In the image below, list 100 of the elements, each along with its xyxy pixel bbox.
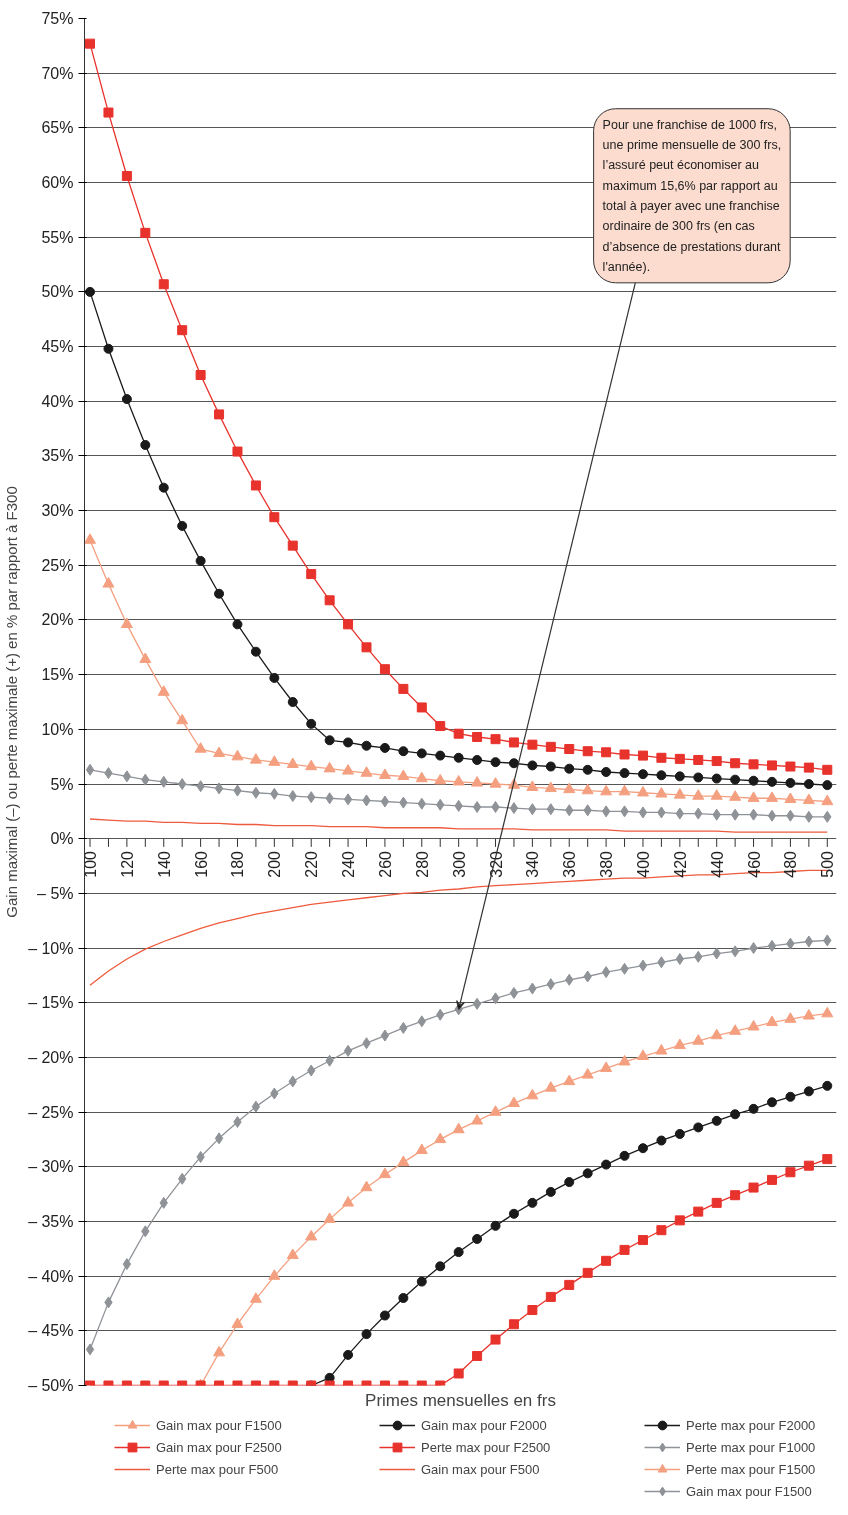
- point: [213, 746, 226, 758]
- point: [306, 569, 317, 580]
- point: [544, 781, 557, 793]
- point: [656, 1135, 667, 1146]
- y-tick-label: 35%: [41, 447, 74, 465]
- y-tick-label: – 10%: [28, 939, 74, 957]
- point: [231, 749, 244, 761]
- point: [674, 771, 685, 782]
- point: [563, 1074, 576, 1086]
- point: [287, 540, 298, 551]
- point: [286, 757, 299, 769]
- point: [380, 1029, 390, 1042]
- point: [803, 1086, 814, 1097]
- point: [489, 1105, 502, 1116]
- point: [636, 1049, 649, 1060]
- point: [730, 774, 741, 785]
- point: [489, 777, 502, 788]
- legend-label: Gain max pour F2500: [156, 1438, 282, 1457]
- point: [821, 1006, 834, 1018]
- point: [416, 748, 427, 759]
- point: [435, 750, 446, 761]
- point: [472, 800, 482, 813]
- point: [472, 754, 483, 765]
- y-tick-label: – 40%: [28, 1267, 74, 1285]
- y-tick-label: 70%: [41, 64, 74, 82]
- point: [286, 1248, 299, 1260]
- point: [785, 1091, 796, 1102]
- point: [416, 702, 427, 713]
- point: [601, 767, 612, 777]
- point: [195, 555, 206, 566]
- point: [784, 792, 797, 804]
- point: [194, 742, 207, 753]
- y-tick-label: 30%: [41, 502, 74, 520]
- y-tick-label: 65%: [41, 119, 74, 137]
- point: [397, 1155, 410, 1167]
- point: [693, 1206, 704, 1217]
- x-tick-label: 320: [487, 850, 505, 878]
- point: [785, 1167, 796, 1178]
- x-tick-label: 180: [229, 850, 247, 878]
- point: [637, 769, 648, 780]
- point: [581, 783, 594, 795]
- point: [343, 619, 354, 630]
- point: [656, 770, 667, 781]
- point: [214, 588, 225, 599]
- point: [766, 776, 777, 787]
- point: [784, 1012, 797, 1023]
- point: [434, 1132, 447, 1144]
- point: [656, 752, 667, 763]
- point: [232, 619, 243, 630]
- x-tick-label: 220: [303, 850, 321, 878]
- point: [249, 1292, 262, 1303]
- point: [637, 1143, 648, 1154]
- point: [158, 482, 169, 493]
- y-tick-label: 50%: [41, 283, 74, 301]
- point: [673, 1038, 686, 1050]
- point: [490, 757, 501, 768]
- point: [804, 810, 814, 823]
- point: [655, 787, 668, 798]
- point: [249, 753, 262, 764]
- point: [545, 1186, 556, 1197]
- y-tick-label: 55%: [41, 228, 74, 246]
- point: [618, 1054, 631, 1066]
- point: [693, 1122, 704, 1133]
- x-tick-label: 200: [266, 850, 284, 878]
- point: [747, 791, 760, 802]
- y-tick-label: 10%: [41, 720, 74, 738]
- point: [619, 1244, 630, 1255]
- point: [822, 764, 833, 775]
- point: [711, 756, 722, 767]
- point: [582, 746, 593, 757]
- x-tick-label: 280: [413, 850, 431, 878]
- point: [379, 664, 390, 675]
- point: [748, 759, 759, 770]
- legend-label: Gain max pour F1500: [156, 1416, 282, 1435]
- point: [821, 794, 834, 806]
- point: [471, 776, 484, 787]
- point: [765, 791, 778, 802]
- point: [415, 1143, 428, 1155]
- point: [250, 480, 261, 491]
- point: [324, 595, 335, 606]
- point: [342, 1196, 355, 1207]
- point: [453, 1247, 464, 1258]
- point: [730, 1109, 741, 1120]
- point: [748, 775, 759, 786]
- point: [822, 1154, 833, 1165]
- point: [619, 1150, 630, 1161]
- legend-label: Perte max pour F2000: [686, 1416, 816, 1435]
- x-tick-label: 120: [118, 850, 136, 878]
- point: [748, 1103, 759, 1114]
- point: [343, 1044, 353, 1057]
- y-tick-label: – 5%: [37, 884, 74, 902]
- point: [214, 1132, 224, 1145]
- point: [527, 1197, 538, 1208]
- point: [102, 577, 115, 588]
- legend-label: Gain max pour F2000: [421, 1416, 547, 1435]
- point: [122, 1258, 132, 1271]
- point: [490, 1220, 501, 1231]
- point: [453, 728, 464, 739]
- point: [674, 1215, 685, 1226]
- point: [601, 747, 612, 758]
